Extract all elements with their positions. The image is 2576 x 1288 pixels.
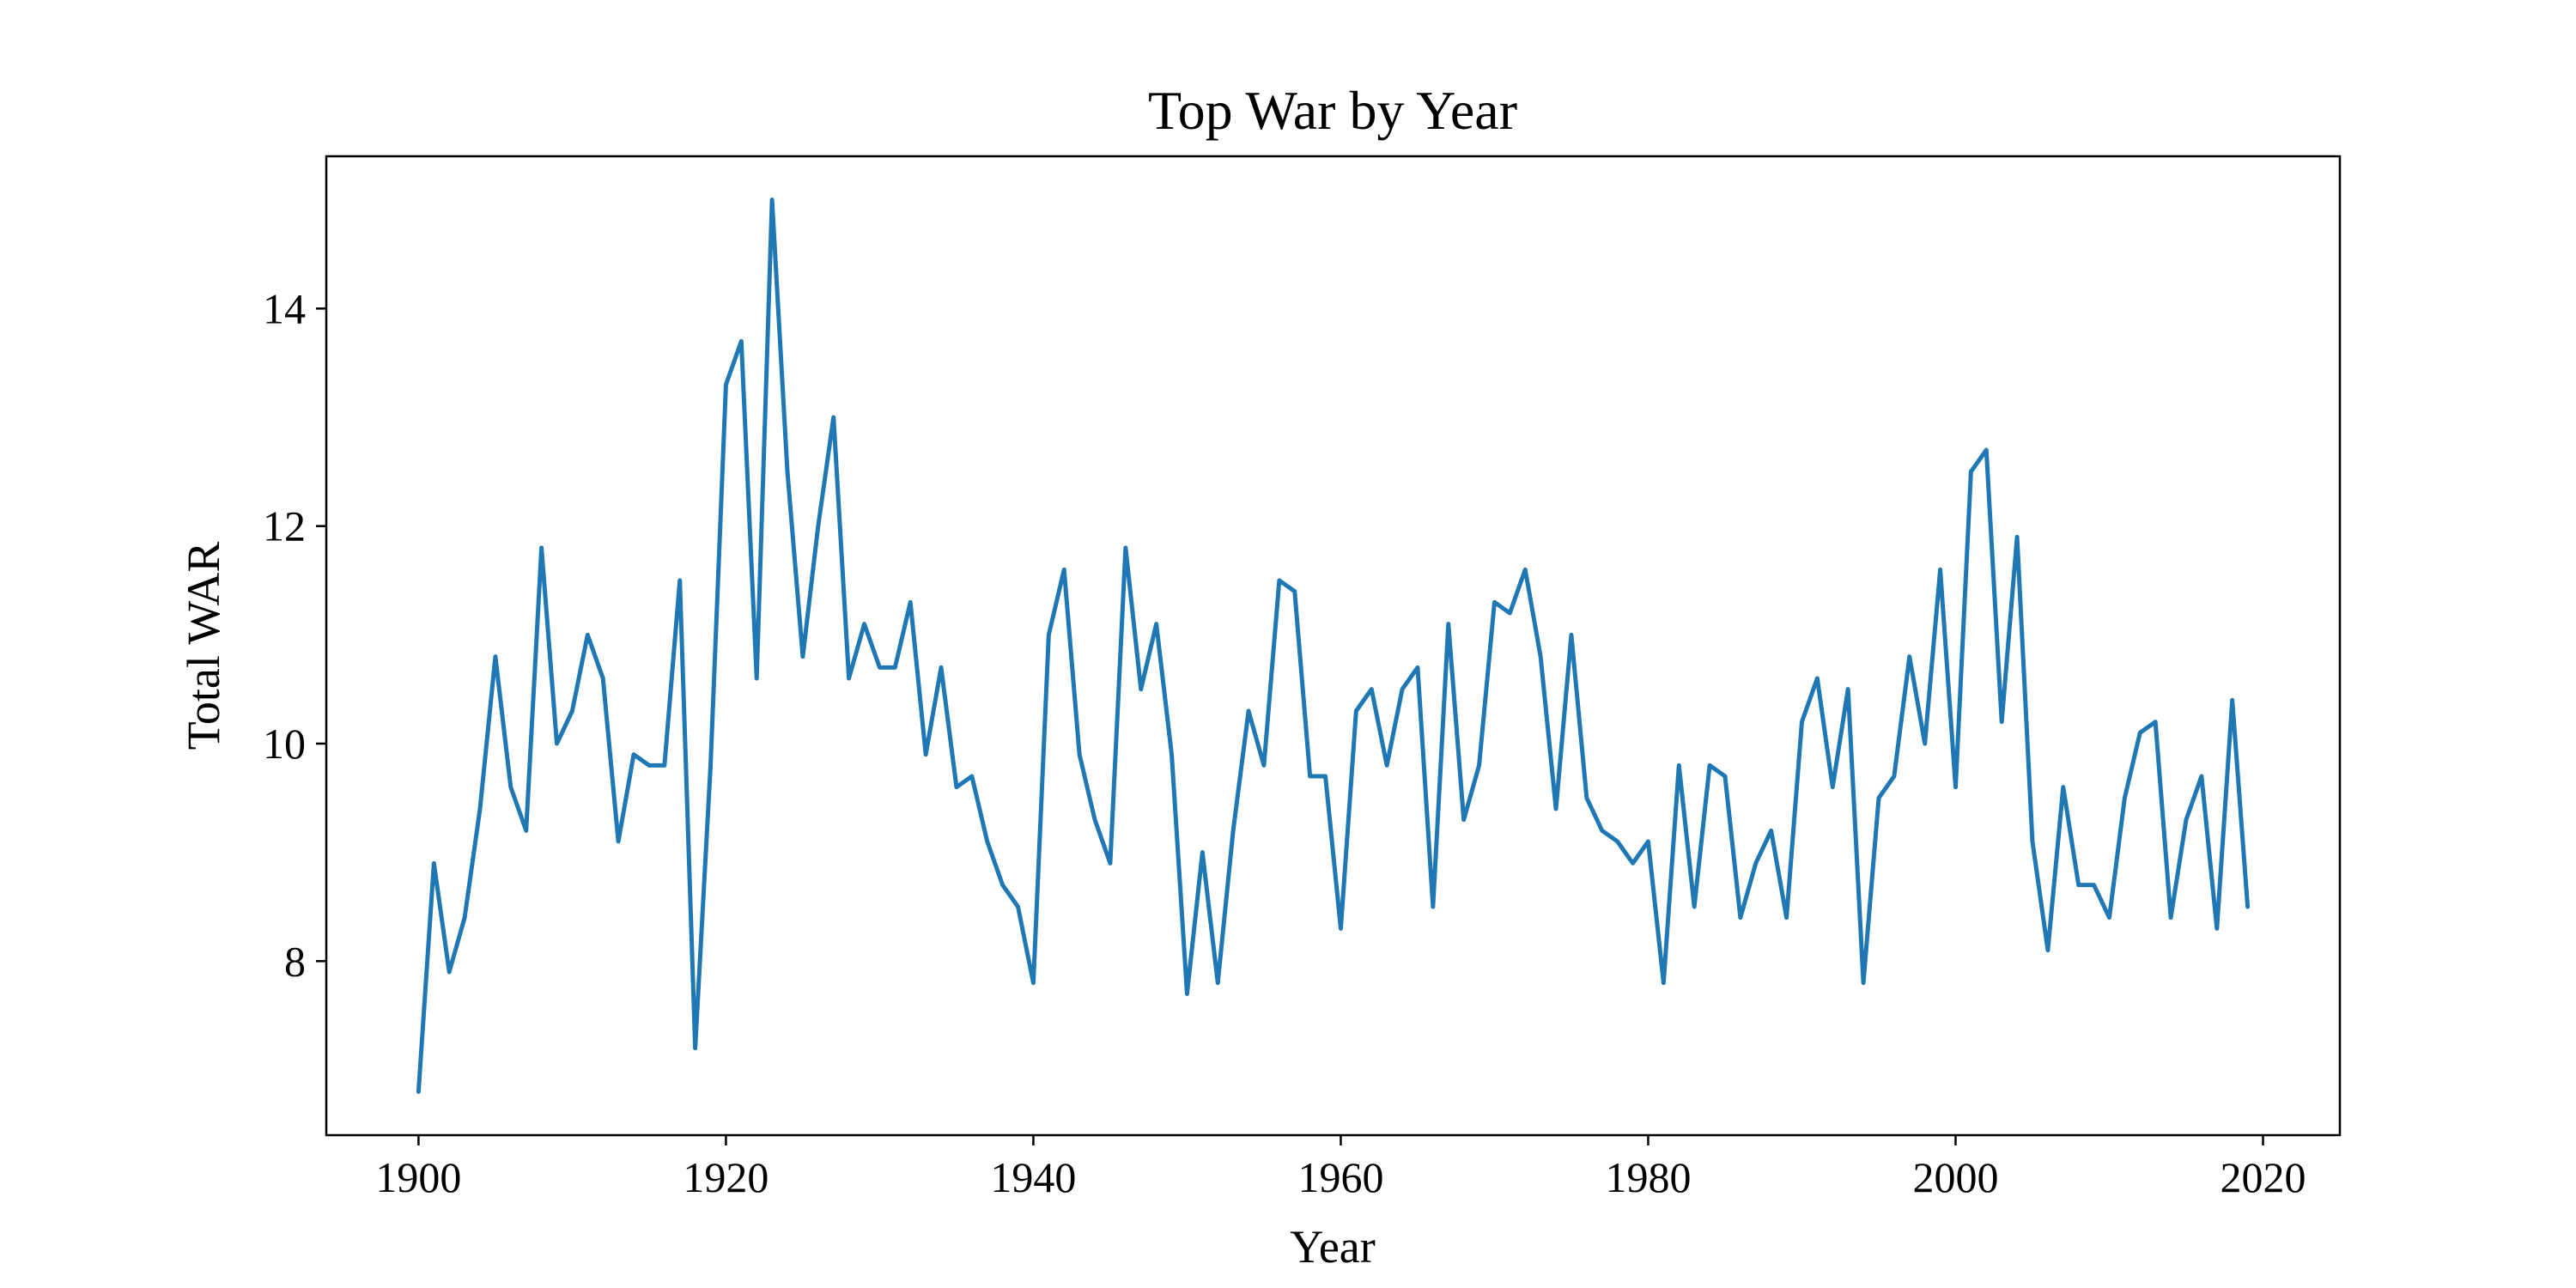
- plot-frame: [325, 155, 2342, 1137]
- y-tick-label: 8: [284, 937, 306, 985]
- x-tick-label: 1940: [990, 1153, 1076, 1201]
- x-tick-label: 2000: [1912, 1153, 1998, 1201]
- plot-area: [325, 155, 2342, 1137]
- x-tick-label: 1960: [1297, 1153, 1383, 1201]
- series-line: [416, 197, 2251, 1094]
- y-axis: 8 10 12 14: [263, 284, 326, 985]
- y-tick-label: 10: [263, 720, 306, 768]
- y-axis-label: Total WAR: [178, 542, 229, 750]
- x-tick-label: 1900: [375, 1153, 461, 1201]
- x-tick-label: 1980: [1605, 1153, 1691, 1201]
- x-axis: 1900 1920 1940 1960 1980 2000 2020: [375, 1135, 2306, 1201]
- y-tick-label: 12: [263, 502, 306, 550]
- x-tick-label: 1920: [683, 1153, 769, 1201]
- x-axis-label: Year: [1290, 1221, 1376, 1273]
- y-tick-label: 14: [263, 284, 306, 332]
- chart-title: Top War by Year: [1148, 80, 1517, 141]
- x-tick-label: 2020: [2220, 1153, 2306, 1201]
